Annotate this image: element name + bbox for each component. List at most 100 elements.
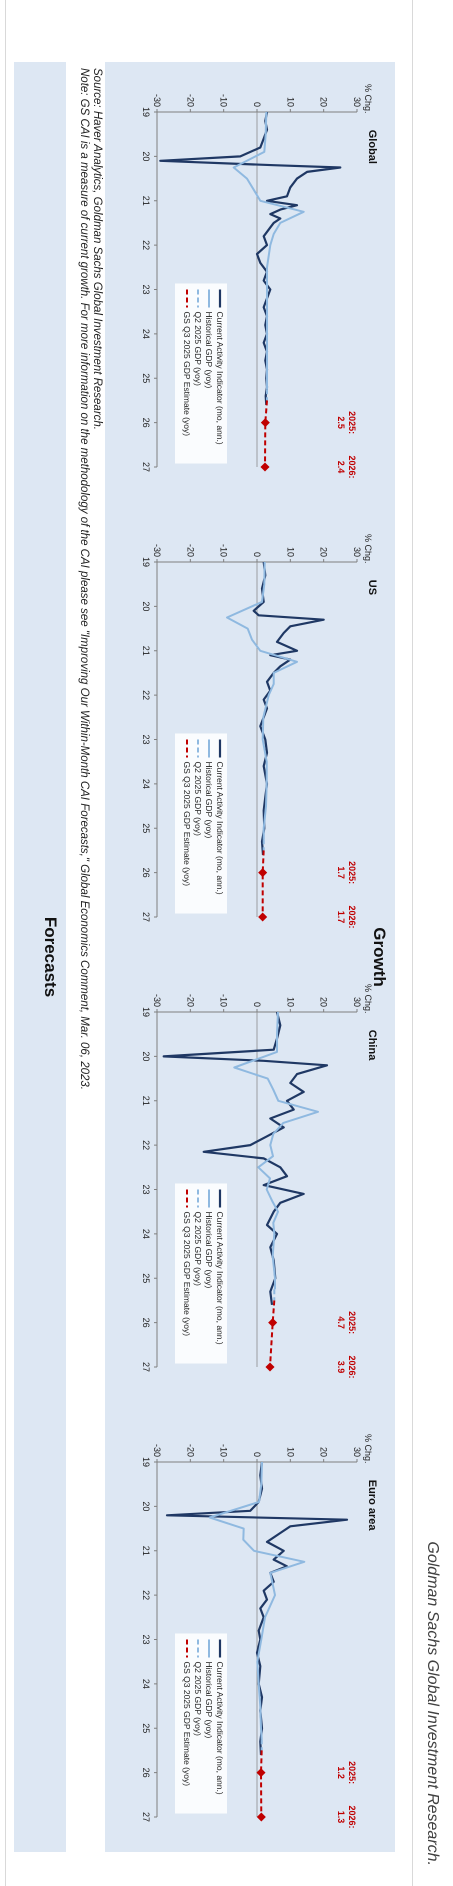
forecasts-title: Forecasts <box>41 916 60 998</box>
series-line-cai <box>159 111 342 405</box>
forecast-marker <box>256 1768 266 1778</box>
source-note: Source: Haver Analytics, Goldman Sachs G… <box>91 68 103 430</box>
legend-entry-label: Historical GDP (yoy) <box>204 312 214 389</box>
legend-entry-label: Historical GDP (yoy) <box>204 1662 214 1739</box>
x-tick-label: 20 <box>141 601 151 611</box>
x-tick-label: 21 <box>141 196 151 206</box>
forecast-marker <box>260 418 270 428</box>
forecast-marker <box>258 868 268 878</box>
x-tick-label: 24 <box>141 1679 151 1689</box>
chart-title: Global <box>366 130 378 164</box>
y-tick-label: -10 <box>219 94 229 107</box>
y-tick-label: -10 <box>219 1444 229 1457</box>
forecast-year-label: 2025: <box>347 861 357 884</box>
chart-title: US <box>366 580 378 595</box>
forecast-marker <box>268 1318 278 1328</box>
forecast-year-label: 2026: <box>347 905 357 928</box>
y-tick-label: -10 <box>219 544 229 557</box>
y-axis-label: % Chg. <box>363 984 373 1014</box>
series-line-cai <box>162 1011 329 1306</box>
x-tick-label: 19 <box>141 107 151 117</box>
forecast-value-label: 1.2 <box>336 1766 346 1779</box>
y-tick-label: -30 <box>152 994 162 1007</box>
y-tick-label: 30 <box>352 97 362 107</box>
x-tick-label: 19 <box>141 557 151 567</box>
x-tick-label: 20 <box>141 1051 151 1061</box>
x-tick-label: 22 <box>141 240 151 250</box>
y-tick-label: 0 <box>252 552 262 557</box>
legend-entry-label: Q2 2025 GDP (yoy) <box>193 312 203 387</box>
x-tick-label: 19 <box>141 1007 151 1017</box>
forecast-year-label: 2026: <box>347 455 357 478</box>
forecast-value-label: 1.7 <box>336 866 346 879</box>
forecast-year-label: 2026: <box>347 1805 357 1828</box>
forecast-marker <box>260 462 270 472</box>
x-tick-label: 21 <box>141 646 151 656</box>
legend-entry-label: Historical GDP (yoy) <box>204 762 214 839</box>
y-tick-label: -30 <box>152 1444 162 1457</box>
x-tick-label: 27 <box>141 912 151 922</box>
series-line-hist <box>233 1011 319 1290</box>
x-tick-label: 25 <box>141 1273 151 1283</box>
x-tick-label: 27 <box>141 1362 151 1372</box>
chart-title: China <box>366 1030 378 1061</box>
x-tick-label: 25 <box>141 823 151 833</box>
chart-area: Global% Chg. 30 20 10 0 -10 -20 -30 19 20 21 22 23 24… <box>105 62 395 1852</box>
x-tick-label: 27 <box>141 1812 151 1822</box>
forecast-year-label: 2025: <box>347 1761 357 1784</box>
legend-entry-label: GS Q3 2025 GDP Estimate (yoy) <box>182 1212 192 1337</box>
y-tick-label: 20 <box>319 1447 329 1457</box>
legend-entry-label: Q2 2025 GDP (yoy) <box>193 1212 203 1287</box>
legend-entry-label: Q2 2025 GDP (yoy) <box>193 1662 203 1737</box>
y-tick-label: 0 <box>252 102 262 107</box>
series-line-est <box>269 1300 276 1368</box>
forecast-year-label: 2025: <box>347 1311 357 1334</box>
y-tick-label: 20 <box>319 547 329 557</box>
y-tick-label: -30 <box>152 544 162 557</box>
forecasts-panel: Forecasts <box>14 62 66 1852</box>
legend-box <box>175 733 227 914</box>
forecast-value-label: 1.7 <box>336 911 346 924</box>
x-tick-label: 23 <box>141 284 151 294</box>
forecast-marker <box>256 1812 266 1822</box>
chart-title: Euro area <box>366 1480 378 1532</box>
y-tick-label: 20 <box>319 997 329 1007</box>
y-tick-label: 30 <box>352 547 362 557</box>
y-tick-label: -20 <box>185 994 195 1007</box>
x-tick-label: 24 <box>141 779 151 789</box>
x-tick-label: 23 <box>141 734 151 744</box>
legend-entry-label: GS Q3 2025 GDP Estimate (yoy) <box>182 762 192 887</box>
legend-entry-label: GS Q3 2025 GDP Estimate (yoy) <box>182 1662 192 1787</box>
series-line-est <box>264 400 268 468</box>
forecast-value-label: 2.5 <box>336 416 346 429</box>
x-tick-label: 21 <box>141 1546 151 1556</box>
forecast-value-label: 3.9 <box>336 1361 346 1374</box>
legend-entry-label: Current Activity Indicator (mo, ann.) <box>215 1212 225 1345</box>
forecast-value-label: 4.7 <box>336 1316 346 1329</box>
y-axis-label: % Chg. <box>363 534 373 564</box>
forecast-year-label: 2025: <box>347 411 357 434</box>
legend-entry-label: Q2 2025 GDP (yoy) <box>193 762 203 837</box>
x-tick-label: 25 <box>141 1723 151 1733</box>
y-tick-label: 10 <box>285 97 295 107</box>
y-axis-label: % Chg. <box>363 1434 373 1464</box>
y-tick-label: -20 <box>185 94 195 107</box>
x-tick-label: 26 <box>141 1318 151 1328</box>
forecast-year-label: 2026: <box>347 1355 357 1378</box>
bottom-divider <box>5 0 6 1886</box>
forecast-marker <box>265 1362 275 1372</box>
legend-box <box>175 1183 227 1364</box>
forecast-value-label: 1.3 <box>336 1811 346 1824</box>
x-tick-label: 24 <box>141 1229 151 1239</box>
y-tick-label: -30 <box>152 94 162 107</box>
growth-title: Growth <box>370 927 389 987</box>
x-tick-label: 26 <box>141 418 151 428</box>
legend-entry-label: Current Activity Indicator (mo, ann.) <box>215 1662 225 1795</box>
x-tick-label: 22 <box>141 1590 151 1600</box>
legend-box <box>175 1633 227 1814</box>
x-tick-label: 22 <box>141 690 151 700</box>
